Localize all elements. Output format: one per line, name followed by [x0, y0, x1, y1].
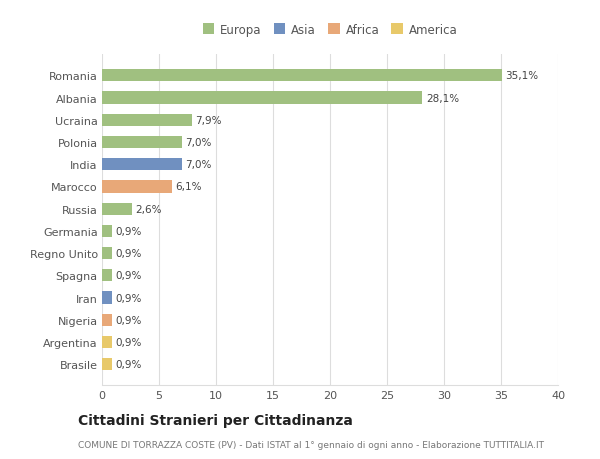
Bar — [102, 225, 112, 237]
Text: 7,9%: 7,9% — [196, 116, 222, 125]
Text: COMUNE DI TORRAZZA COSTE (PV) - Dati ISTAT al 1° gennaio di ogni anno - Elaboraz: COMUNE DI TORRAZZA COSTE (PV) - Dati IST… — [78, 441, 544, 449]
Text: 0,9%: 0,9% — [116, 271, 142, 281]
Bar — [102, 336, 112, 348]
Text: 0,9%: 0,9% — [116, 337, 142, 347]
Text: 6,1%: 6,1% — [175, 182, 202, 192]
Text: 2,6%: 2,6% — [135, 204, 161, 214]
Text: 7,0%: 7,0% — [185, 138, 212, 148]
Bar — [102, 70, 502, 82]
Bar — [102, 314, 112, 326]
Bar — [102, 114, 192, 127]
Bar — [102, 247, 112, 260]
Bar — [102, 137, 182, 149]
Bar — [102, 358, 112, 370]
Text: 0,9%: 0,9% — [116, 249, 142, 258]
Legend: Europa, Asia, Africa, America: Europa, Asia, Africa, America — [200, 21, 460, 39]
Text: Cittadini Stranieri per Cittadinanza: Cittadini Stranieri per Cittadinanza — [78, 414, 353, 428]
Bar — [102, 181, 172, 193]
Text: 0,9%: 0,9% — [116, 359, 142, 369]
Bar — [102, 292, 112, 304]
Bar — [102, 159, 182, 171]
Bar — [102, 269, 112, 282]
Text: 35,1%: 35,1% — [506, 71, 539, 81]
Bar — [102, 92, 422, 105]
Bar — [102, 203, 131, 215]
Text: 7,0%: 7,0% — [185, 160, 212, 170]
Text: 0,9%: 0,9% — [116, 315, 142, 325]
Text: 28,1%: 28,1% — [426, 93, 459, 103]
Text: 0,9%: 0,9% — [116, 226, 142, 236]
Text: 0,9%: 0,9% — [116, 293, 142, 303]
